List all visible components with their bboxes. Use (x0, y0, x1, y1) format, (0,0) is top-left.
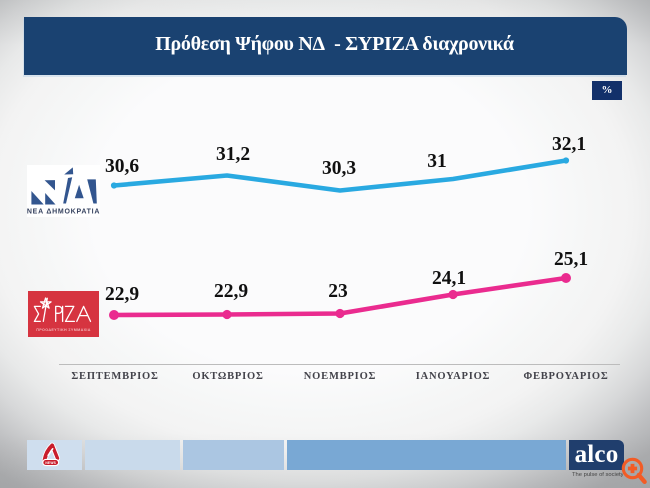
svg-text:ΠΡΟΟΔΕΥΤΙΚΗ ΣΥΜΜΑΧΙΑ: ΠΡΟΟΔΕΥΤΙΚΗ ΣΥΜΜΑΧΙΑ (36, 328, 91, 332)
svg-text:ΝΕΑ ΔΗΜΟΚΡΑΤΙΑ: ΝΕΑ ΔΗΜΟΚΡΑΤΙΑ (27, 209, 100, 216)
svg-text:NEWS: NEWS (45, 461, 56, 465)
